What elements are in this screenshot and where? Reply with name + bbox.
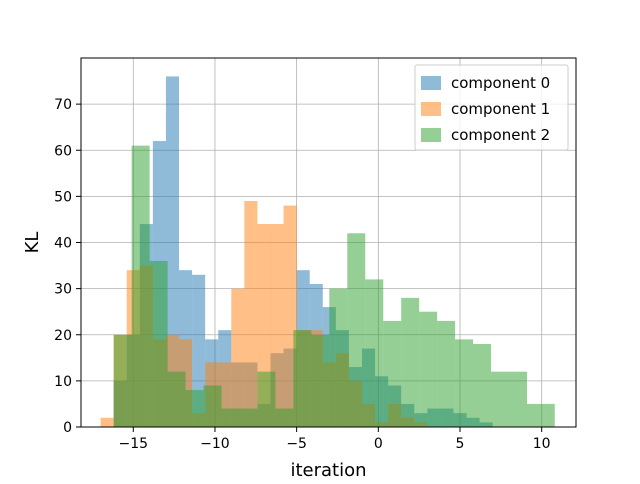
x-tick-label: 5 [456,436,465,452]
histogram-bar [365,279,384,427]
histogram-bar [192,274,206,427]
histogram-bar [383,320,402,427]
y-tick-label: 40 [54,236,72,252]
y-tick-label: 0 [63,420,72,436]
y-tick-label: 60 [54,143,72,159]
histogram-bar [311,334,330,427]
x-axis-label: iteration [290,460,366,480]
histogram-bar [149,260,168,427]
histogram-bar [437,320,456,427]
legend-label: component 1 [451,100,550,118]
legend: component 0 component 1 component 2 [414,64,569,151]
x-tick-label: 10 [533,436,551,452]
histogram-bar [203,385,222,427]
histogram-bar [293,330,312,427]
histogram-bars [100,76,555,427]
histogram-bar [401,297,420,427]
histogram-bar [473,343,492,427]
histogram-bar [275,408,294,427]
histogram-bar [347,233,366,427]
histogram-bar [544,403,555,427]
legend-label: component 0 [451,74,550,92]
legend-label: component 2 [451,126,550,144]
y-tick-label: 30 [54,282,72,298]
x-tick-label: 0 [374,436,383,452]
histogram-bar [131,145,150,427]
y-tick-label: 10 [54,374,72,390]
histogram-bar [455,339,474,427]
histogram-bar [231,288,245,427]
legend-swatch [421,76,441,90]
histogram-bar [283,205,297,427]
axis-ticks: −15 −10 −5 0 5 10 0 10 20 30 40 50 60 70 [54,97,550,452]
histogram-bar [491,371,510,427]
histogram-bar [239,408,258,427]
histogram-bar [100,417,114,427]
y-tick-label: 50 [54,189,72,205]
y-axis-label: KL [22,232,43,254]
histogram-bar [526,403,545,427]
legend-box [414,64,569,151]
y-tick-label: 70 [54,97,72,113]
histogram-bar [113,334,132,427]
x-tick-label: −5 [286,436,307,452]
histogram-bar [257,371,276,427]
legend-swatch [421,128,441,142]
y-tick-label: 20 [54,328,72,344]
histogram-bar [244,200,258,427]
legend-swatch [421,102,441,116]
x-tick-label: −10 [200,436,230,452]
histogram-bar [167,371,186,427]
histogram-bar [509,371,527,427]
series-2-bars [113,145,555,427]
histogram-bar [419,311,438,427]
x-tick-label: −15 [119,436,149,452]
histogram-bar [185,390,204,427]
histogram-bar [221,408,240,427]
histogram-bar [329,288,348,427]
